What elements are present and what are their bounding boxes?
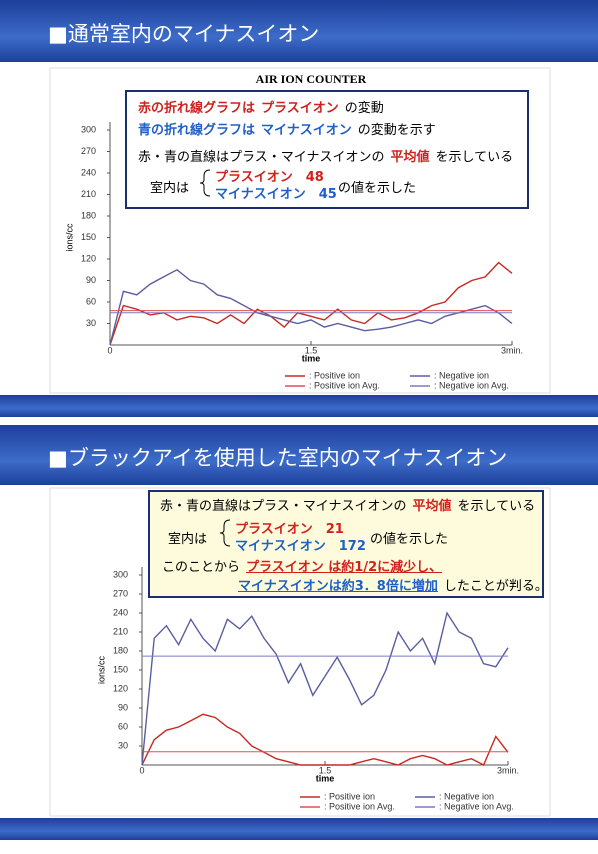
slide-title: ■通常室内のマイナスイオン: [48, 22, 320, 46]
x-tick-label: 3min.: [497, 765, 519, 775]
series-line: [141, 611, 509, 766]
y-tick-label: 30: [118, 740, 128, 750]
y-tick-label: 210: [81, 189, 96, 199]
callout-text: を示している: [435, 150, 514, 165]
callout-text: プラスイオン 21: [235, 522, 344, 537]
y-tick-label: 240: [81, 167, 96, 177]
callout-line: 赤の折れ線グラフは プラスイオン の変動: [138, 97, 390, 116]
x-tick-label: 0: [107, 345, 112, 355]
legend-label: : Positive ion Avg.: [309, 380, 380, 390]
slide-title: ■ブラックアイを使用した室内のマイナスイオン: [48, 446, 508, 470]
x-tick-label: 1.5: [319, 765, 332, 775]
chart-title: AIR ION COUNTER: [256, 72, 367, 86]
y-tick-label: 30: [86, 318, 96, 328]
y-tick-label: 270: [81, 146, 96, 156]
y-axis-label: ions/cc: [96, 655, 106, 684]
callout-text: の値を示した: [370, 532, 449, 547]
callout-text: マイナスイオンは約3．8倍に増加: [238, 579, 438, 594]
callout-text: マイナスイオン 45: [215, 187, 337, 202]
y-tick-label: 60: [86, 296, 96, 306]
y-tick-label: 150: [113, 664, 128, 674]
callout-text: の変動を示す: [357, 123, 436, 138]
legend-label: : Negative ion: [434, 370, 489, 380]
callout-line: プラスイオン 21: [235, 518, 350, 537]
series-line: [109, 268, 513, 346]
y-tick-label: 60: [118, 721, 128, 731]
slide-footer: [0, 395, 598, 417]
callout-text: の値を示した: [338, 181, 417, 196]
callout-text: 平均値: [412, 499, 452, 514]
legend-label: : Negative ion Avg.: [439, 801, 514, 811]
legend-label: : Negative ion: [439, 791, 494, 801]
callout-line: マイナスイオンは約3．8倍に増加 したことが判る。: [238, 575, 554, 594]
callout-line: 青の折れ線グラフは マイナスイオン の変動を示す: [138, 119, 442, 138]
y-tick-label: 180: [81, 210, 96, 220]
y-tick-label: 150: [81, 232, 96, 242]
callout: [125, 90, 529, 209]
legend-label: : Positive ion: [309, 370, 360, 380]
y-tick-label: 90: [86, 275, 96, 285]
y-tick-label: 120: [81, 253, 96, 263]
y-axis-label: ions/cc: [64, 223, 74, 252]
callout-line: の値を示した: [370, 528, 454, 547]
callout-text: 室内は: [150, 181, 190, 196]
callout-line: マイナスイオン 45: [215, 183, 343, 202]
x-tick-label: 0: [139, 765, 144, 775]
y-tick-label: 270: [113, 588, 128, 598]
y-tick-label: 240: [113, 607, 128, 617]
callout-line: 室内は: [168, 528, 213, 547]
callout-text: したことが判る。: [443, 579, 548, 594]
y-tick-label: 300: [81, 124, 96, 134]
callout-text: プラスイオン は約1/2に減少し、: [246, 560, 443, 575]
x-axis-label: time: [302, 353, 321, 363]
callout-text: を示している: [457, 499, 536, 514]
callout-line: 室内は: [150, 177, 195, 196]
series-line: [109, 261, 513, 346]
callout-text: 室内は: [168, 532, 208, 547]
callout-text: 赤・青の直線はプラス・マイナスイオンの: [160, 499, 407, 514]
slide-header: [0, 0, 598, 62]
callout-line: マイナスイオン 172: [235, 535, 372, 554]
callout-line: このことから プラスイオン は約1/2に減少し、: [162, 556, 448, 575]
series-line: [141, 713, 509, 766]
callout-line: 赤・青の直線はプラス・マイナスイオンの 平均値 を示している: [138, 146, 519, 165]
x-tick-label: 3min.: [501, 345, 523, 355]
y-tick-label: 300: [113, 569, 128, 579]
legend-label: : Positive ion: [324, 791, 375, 801]
callout-text: マイナスイオン: [261, 123, 352, 138]
callout-text: マイナスイオン 172: [235, 539, 366, 554]
y-tick-label: 180: [113, 645, 128, 655]
y-tick-label: 120: [113, 683, 128, 693]
callout-line: プラスイオン 48: [215, 166, 330, 185]
callout-text: 青の折れ線グラフは: [138, 123, 256, 138]
callout-text: 赤の折れ線グラフは: [138, 101, 256, 116]
callout-text: の変動: [344, 101, 384, 116]
callout-text: 平均値: [390, 150, 430, 165]
callout-line: 赤・青の直線はプラス・マイナスイオンの 平均値 を示している: [160, 495, 541, 514]
slide-footer: [0, 818, 598, 840]
x-tick-label: 1.5: [305, 345, 318, 355]
callout-text: このことから: [162, 560, 241, 575]
callout-text: プラスイオン 48: [215, 170, 324, 185]
slide-header: [0, 425, 598, 485]
y-tick-label: 210: [113, 626, 128, 636]
legend-label: : Positive ion Avg.: [324, 801, 395, 811]
y-tick-label: 90: [118, 702, 128, 712]
legend-label: : Negative ion Avg.: [434, 380, 509, 390]
callout-line: の値を示した: [338, 177, 422, 196]
callout-text: プラスイオン: [261, 101, 339, 116]
callout-text: 赤・青の直線はプラス・マイナスイオンの: [138, 150, 385, 165]
x-axis-label: time: [316, 773, 335, 783]
callout: [148, 490, 544, 598]
